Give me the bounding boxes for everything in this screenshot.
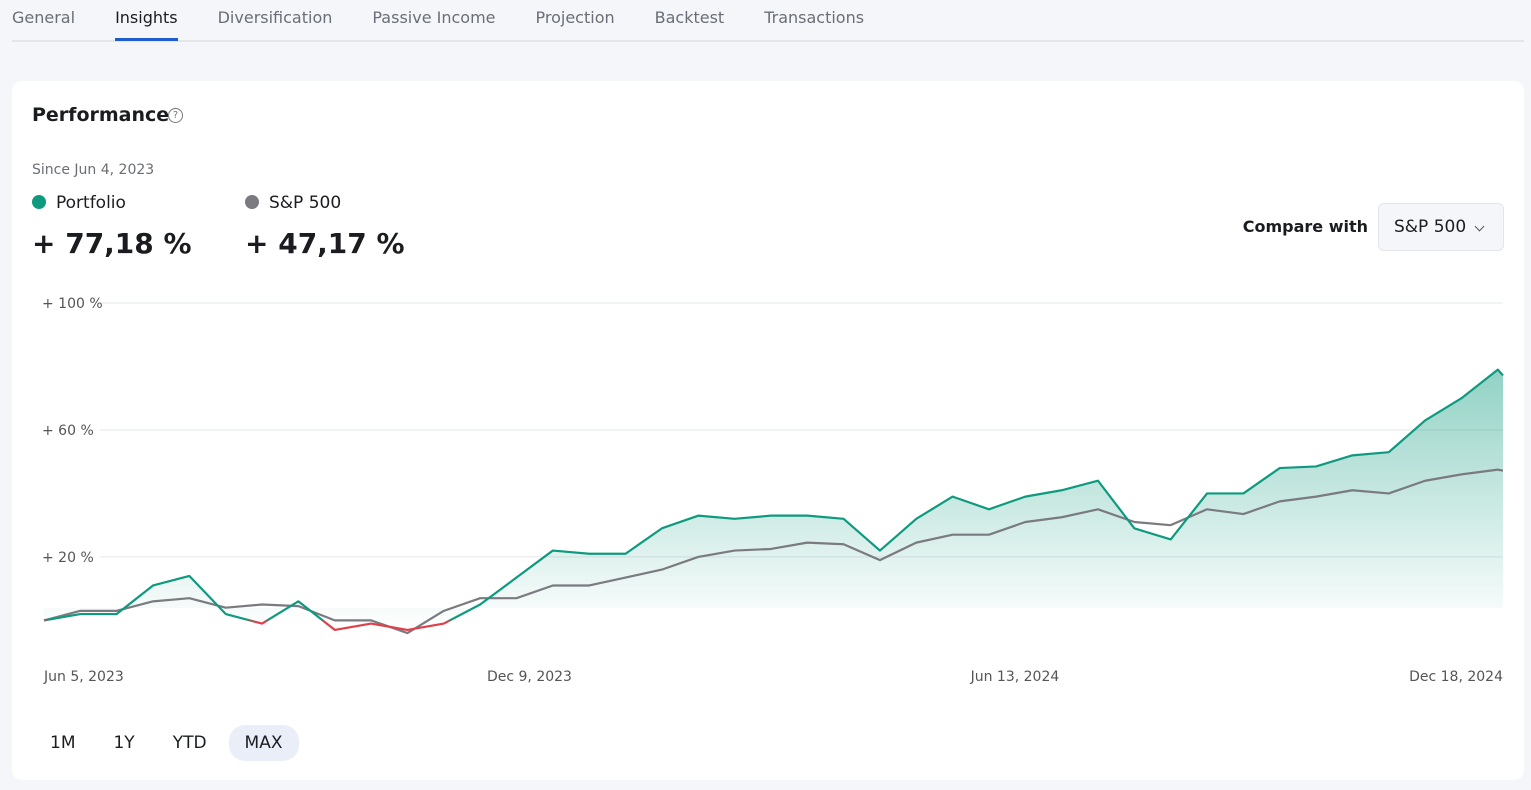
tab[interactable]: Transactions [764,8,865,27]
y-tick-label: + 100 % [42,296,103,312]
area [44,369,1503,630]
performance-card: Performance ? Since Jun 4, 2023 Portfoli… [12,81,1524,780]
compare-label: Compare with [1242,217,1368,236]
range-button[interactable]: MAX [228,725,299,761]
help-icon[interactable]: ? [168,108,183,123]
tab[interactable]: Diversification [217,8,333,27]
legend-dot [32,195,46,209]
tab-bar: General Insights Diversification Passive In… [12,0,1524,42]
card-title: Performance [32,104,170,126]
legend-label: S&P 500 [269,193,342,213]
since-label: Since Jun 4, 2023 [32,162,155,178]
tab[interactable]: General [12,8,76,27]
series-line [43,368,1504,632]
tab[interactable]: Backtest [654,8,725,27]
tab[interactable]: Projection [535,8,615,27]
x-tick-label: Jun 13, 2024 [970,669,1060,685]
total-return: + 77,18 % [32,227,192,260]
range-button[interactable]: 1Y [113,733,135,753]
compare-dropdown[interactable]: S&P 500 [1378,203,1504,251]
y-tick-label: + 20 % [42,550,94,566]
tab[interactable]: Insights [115,0,178,41]
range-button[interactable]: 1M [50,733,76,753]
x-tick-label: Jun 5, 2023 [43,669,124,685]
range-selector: 1M 1Y YTD MAX [34,725,305,761]
tab[interactable]: Passive Income [372,8,496,27]
legend-entry: S&P 500 [245,193,341,213]
legend-entry: Portfolio [32,193,126,213]
legend-dot [245,195,259,209]
y-tick-label: + 60 % [42,423,94,439]
x-tick-label: Dec 18, 2024 [1409,669,1503,685]
legend-label: Portfolio [56,193,126,213]
dropdown-value: S&P 500 [1394,217,1467,237]
x-tick-label: Dec 9, 2023 [487,669,572,685]
range-button[interactable]: YTD [172,733,207,753]
total-return: + 47,17 % [245,227,405,260]
